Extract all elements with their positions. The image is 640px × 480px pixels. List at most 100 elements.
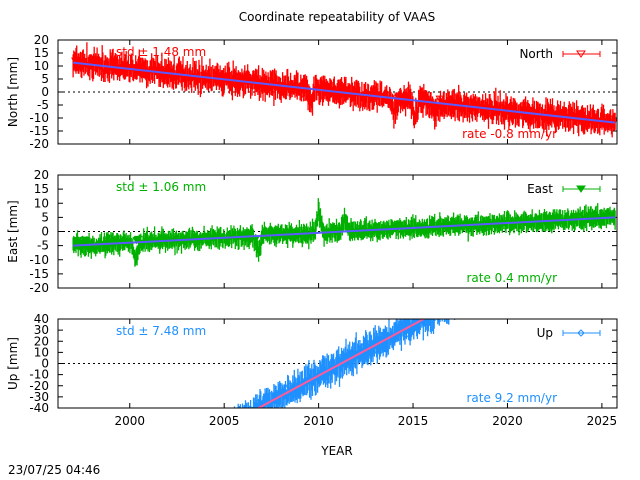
std-label: std ± 1.06 mm: [116, 180, 206, 194]
data-point: [450, 219, 460, 228]
data-point: [370, 88, 379, 97]
data-point: [152, 66, 162, 74]
legend-marker: [577, 329, 585, 337]
data-point: [439, 304, 445, 310]
data-point: [71, 57, 80, 66]
y-tick-label: 20: [34, 168, 49, 182]
data-point: [462, 220, 471, 228]
fit-line: [73, 216, 616, 247]
timestamp: 23/07/25 04:46: [8, 463, 100, 477]
data-point: [523, 110, 532, 119]
x-tick-label: 2000: [114, 414, 145, 428]
legend-marker: [576, 185, 586, 193]
series-up: [233, 301, 456, 408]
chart-title: Coordinate repeatability of VAAS: [239, 10, 436, 24]
y-tick-label: 10: [34, 345, 49, 359]
data-point: [360, 343, 368, 351]
series-north: [71, 42, 617, 138]
y-tick-label: -15: [29, 124, 49, 138]
data-point: [439, 307, 445, 313]
data-point: [429, 319, 431, 320]
x-tick-label: 2005: [209, 414, 240, 428]
data-point: [602, 116, 612, 124]
y-tick-label: 40: [34, 312, 49, 326]
y-tick-label: -10: [29, 368, 49, 382]
y-tick-label: 15: [34, 46, 49, 60]
std-label: std ± 7.48 mm: [116, 324, 206, 338]
y-tick-label: -10: [29, 253, 49, 267]
data-point: [109, 67, 118, 76]
data-point: [285, 382, 293, 390]
x-tick-label: 2015: [398, 414, 429, 428]
y-tick-label: -40: [29, 401, 49, 415]
x-tick-label: 2025: [587, 414, 618, 428]
y-tick-label: 0: [41, 357, 49, 371]
data-point: [254, 399, 262, 407]
data-point: [74, 239, 84, 248]
x-axis-label: YEAR: [320, 444, 352, 458]
data-point: [337, 86, 347, 94]
y-tick-label: 5: [41, 210, 49, 224]
legend-label: Up: [537, 326, 553, 340]
data-point: [242, 231, 252, 240]
data-point: [392, 96, 402, 105]
fit-line: [72, 61, 616, 124]
y-tick-label: -5: [37, 239, 49, 253]
legend-label: North: [519, 47, 553, 61]
data-point: [432, 306, 438, 312]
data-point: [394, 221, 404, 229]
data-point: [448, 99, 457, 108]
data-point: [420, 229, 429, 237]
y-axis-label: North [mm]: [6, 57, 20, 127]
x-tick-label: 2020: [492, 414, 523, 428]
data-point: [411, 324, 419, 332]
rate-label: rate 0.4 mm/yr: [466, 271, 557, 285]
y-tick-label: -5: [37, 98, 49, 112]
y-axis-label: Up [mm]: [6, 337, 20, 390]
y-tick-label: -15: [29, 267, 49, 281]
y-tick-label: -20: [29, 379, 49, 393]
data-point: [544, 215, 554, 223]
data-point: [450, 301, 456, 307]
legend-label: East: [527, 182, 553, 196]
data-point: [286, 381, 295, 390]
y-tick-label: -20: [29, 281, 49, 295]
data-point: [372, 336, 381, 344]
series-east: [72, 198, 616, 267]
data-point: [249, 77, 259, 85]
data-point: [402, 330, 411, 339]
y-tick-label: 10: [34, 59, 49, 73]
fit-line: [256, 319, 426, 408]
y-tick-label: 5: [41, 72, 49, 86]
plot-frame: [57, 174, 618, 289]
plot-frame: [57, 318, 618, 409]
y-tick-label: -30: [29, 390, 49, 404]
std-label: std ± 1.48 mm: [116, 45, 206, 59]
y-tick-label: 0: [41, 225, 49, 239]
y-tick-label: 30: [34, 323, 49, 337]
plot-frame: [57, 39, 618, 145]
y-tick-label: -20: [29, 137, 49, 151]
y-tick-label: 20: [34, 334, 49, 348]
y-tick-label: 0: [41, 85, 49, 99]
rate-label: rate 9.2 mm/yr: [466, 391, 557, 405]
data-point: [435, 95, 445, 104]
data-point: [573, 213, 583, 221]
rate-label: rate -0.8 mm/yr: [462, 127, 557, 141]
y-tick-label: 15: [34, 182, 49, 196]
data-point: [132, 236, 142, 245]
y-tick-label: 10: [34, 196, 49, 210]
data-point: [158, 234, 168, 243]
legend-marker: [576, 50, 586, 58]
y-tick-label: -10: [29, 111, 49, 125]
y-axis-label: East [mm]: [6, 200, 20, 262]
data-point: [289, 228, 299, 237]
y-tick-label: 20: [34, 33, 49, 47]
data-point: [261, 229, 271, 238]
data-point: [200, 75, 210, 83]
data-point: [201, 232, 211, 241]
